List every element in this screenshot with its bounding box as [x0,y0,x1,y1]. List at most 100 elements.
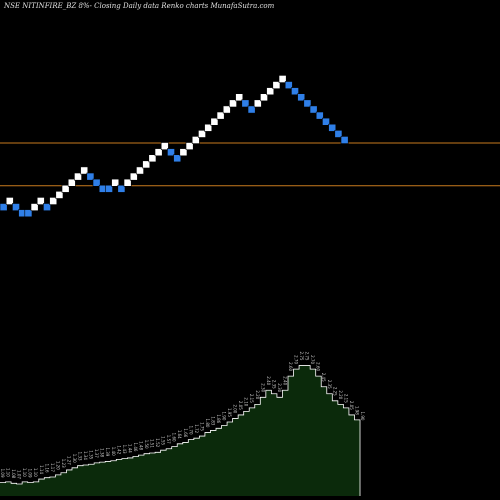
volume-label: 2.40 [282,376,287,385]
volume-label: 1.33 [78,452,83,461]
renko-brick-up [210,117,219,126]
volume-label: 1.23 [61,459,66,468]
volume-label: 2.15 [343,394,348,403]
volume-label: 1.10 [6,468,11,477]
volume-label: 2.15 [249,394,254,403]
renko-brick-up [198,130,206,138]
renko-brick-down [43,203,51,211]
volume-label: 1.98 [354,406,359,415]
renko-brick-down [284,81,293,89]
volume-label: 1.90 [360,412,365,421]
volume-label: 2.60 [288,362,293,371]
renko-brick-up [216,111,225,120]
volume-label: 1.37 [94,449,99,458]
volume-label: 1.42 [116,445,121,454]
renko-bricks [0,75,349,218]
volume-label: 2.30 [277,383,282,392]
renko-brick-up [80,166,89,175]
renko-brick-down [309,105,318,114]
renko-brick-up [61,184,70,193]
volume-label: 1.09 [0,469,5,478]
renko-brick-up [30,203,39,211]
renko-brick-down [167,148,175,157]
volume-label: 1.43 [122,445,127,454]
volume-label: 1.10 [22,468,27,477]
renko-brick-up [253,99,262,108]
renko-brick-down [105,184,113,193]
volume-area: 1.09 1.10 1.08 1.07 1.10 1.09 1.10 1.14 1.16 1.17… [0,352,365,496]
renko-brick-down [173,154,182,163]
renko-brick-up [5,197,14,205]
volume-label: 1.20 [55,461,60,470]
volume-label: 1.10 [33,468,38,477]
volume-label: 1.90 [222,412,227,421]
volume-label: 1.70 [188,426,193,435]
volume-label: 1.34 [83,451,88,460]
renko-brick-down [315,111,324,120]
renko-brick-up [235,93,244,102]
volume-line [0,365,361,485]
volume-label: 2.10 [244,397,249,406]
volume-label: 1.44 [127,444,132,453]
volume-label: 1.80 [205,419,210,428]
renko-brick-up [185,142,194,150]
renko-brick-down [247,105,256,114]
renko-brick-down [291,87,299,96]
renko-brick-up [179,148,188,157]
volume-label: 1.27 [66,456,71,465]
renko-brick-up [222,105,231,114]
volume-label: 2.35 [327,380,332,389]
volume-label: 2.25 [332,387,337,396]
renko-brick-up [142,160,151,169]
renko-brick-up [229,99,237,108]
renko-brick-up [204,123,213,132]
volume-label: 2.60 [316,362,321,371]
volume-label: 2.75 [305,352,310,361]
volume-label: 1.95 [227,408,232,417]
renko-brick-up [49,197,58,205]
volume-label: 2.35 [271,380,276,389]
volume-label: 1.51 [150,439,155,448]
renko-brick-up [266,87,275,96]
renko-brick-down [328,123,337,132]
renko-brick-down [334,130,343,138]
volume-label: 1.14 [39,465,44,474]
volume-label: 2.00 [233,404,238,413]
volume-label: 1.07 [17,470,22,479]
reference-lines [0,142,500,187]
volume-fill [0,365,360,496]
volume-label: 1.40 [111,447,116,456]
volume-label: 1.17 [50,463,55,472]
volume-label: 2.30 [260,383,265,392]
volume-label: 2.75 [299,352,304,361]
volume-label: 1.86 [216,414,221,423]
volume-label: 1.57 [166,435,171,444]
volume-label: 2.20 [255,390,260,399]
chart-title: NSE NITINFIRE_BZ 8%- Closing Daily data … [3,2,275,10]
renko-brick-up [67,178,76,187]
renko-brick-up [148,154,157,163]
volume-label: 1.83 [210,416,215,425]
renko-brick-up [160,142,169,150]
renko-brick-down [12,203,20,211]
volume-label: 1.60 [172,433,177,442]
renko-brick-down [24,209,33,218]
renko-brick-down [303,99,312,108]
renko-brick-down [322,117,330,126]
volume-label: 1.64 [177,430,182,439]
renko-brick-up [36,197,45,205]
volume-label: 2.40 [266,376,271,385]
volume-label: 1.09 [28,469,33,478]
volume-label: 2.45 [321,373,326,382]
volume-label: 1.48 [138,441,143,450]
volume-label: 1.30 [72,454,77,463]
renko-brick-up [74,172,82,181]
volume-label: 1.46 [133,443,138,452]
renko-brick-up [278,75,287,83]
renko-brick-up [123,178,132,187]
volume-label: 1.38 [100,448,105,457]
volume-label: 1.50 [144,440,149,449]
renko-brick-up [154,148,163,157]
